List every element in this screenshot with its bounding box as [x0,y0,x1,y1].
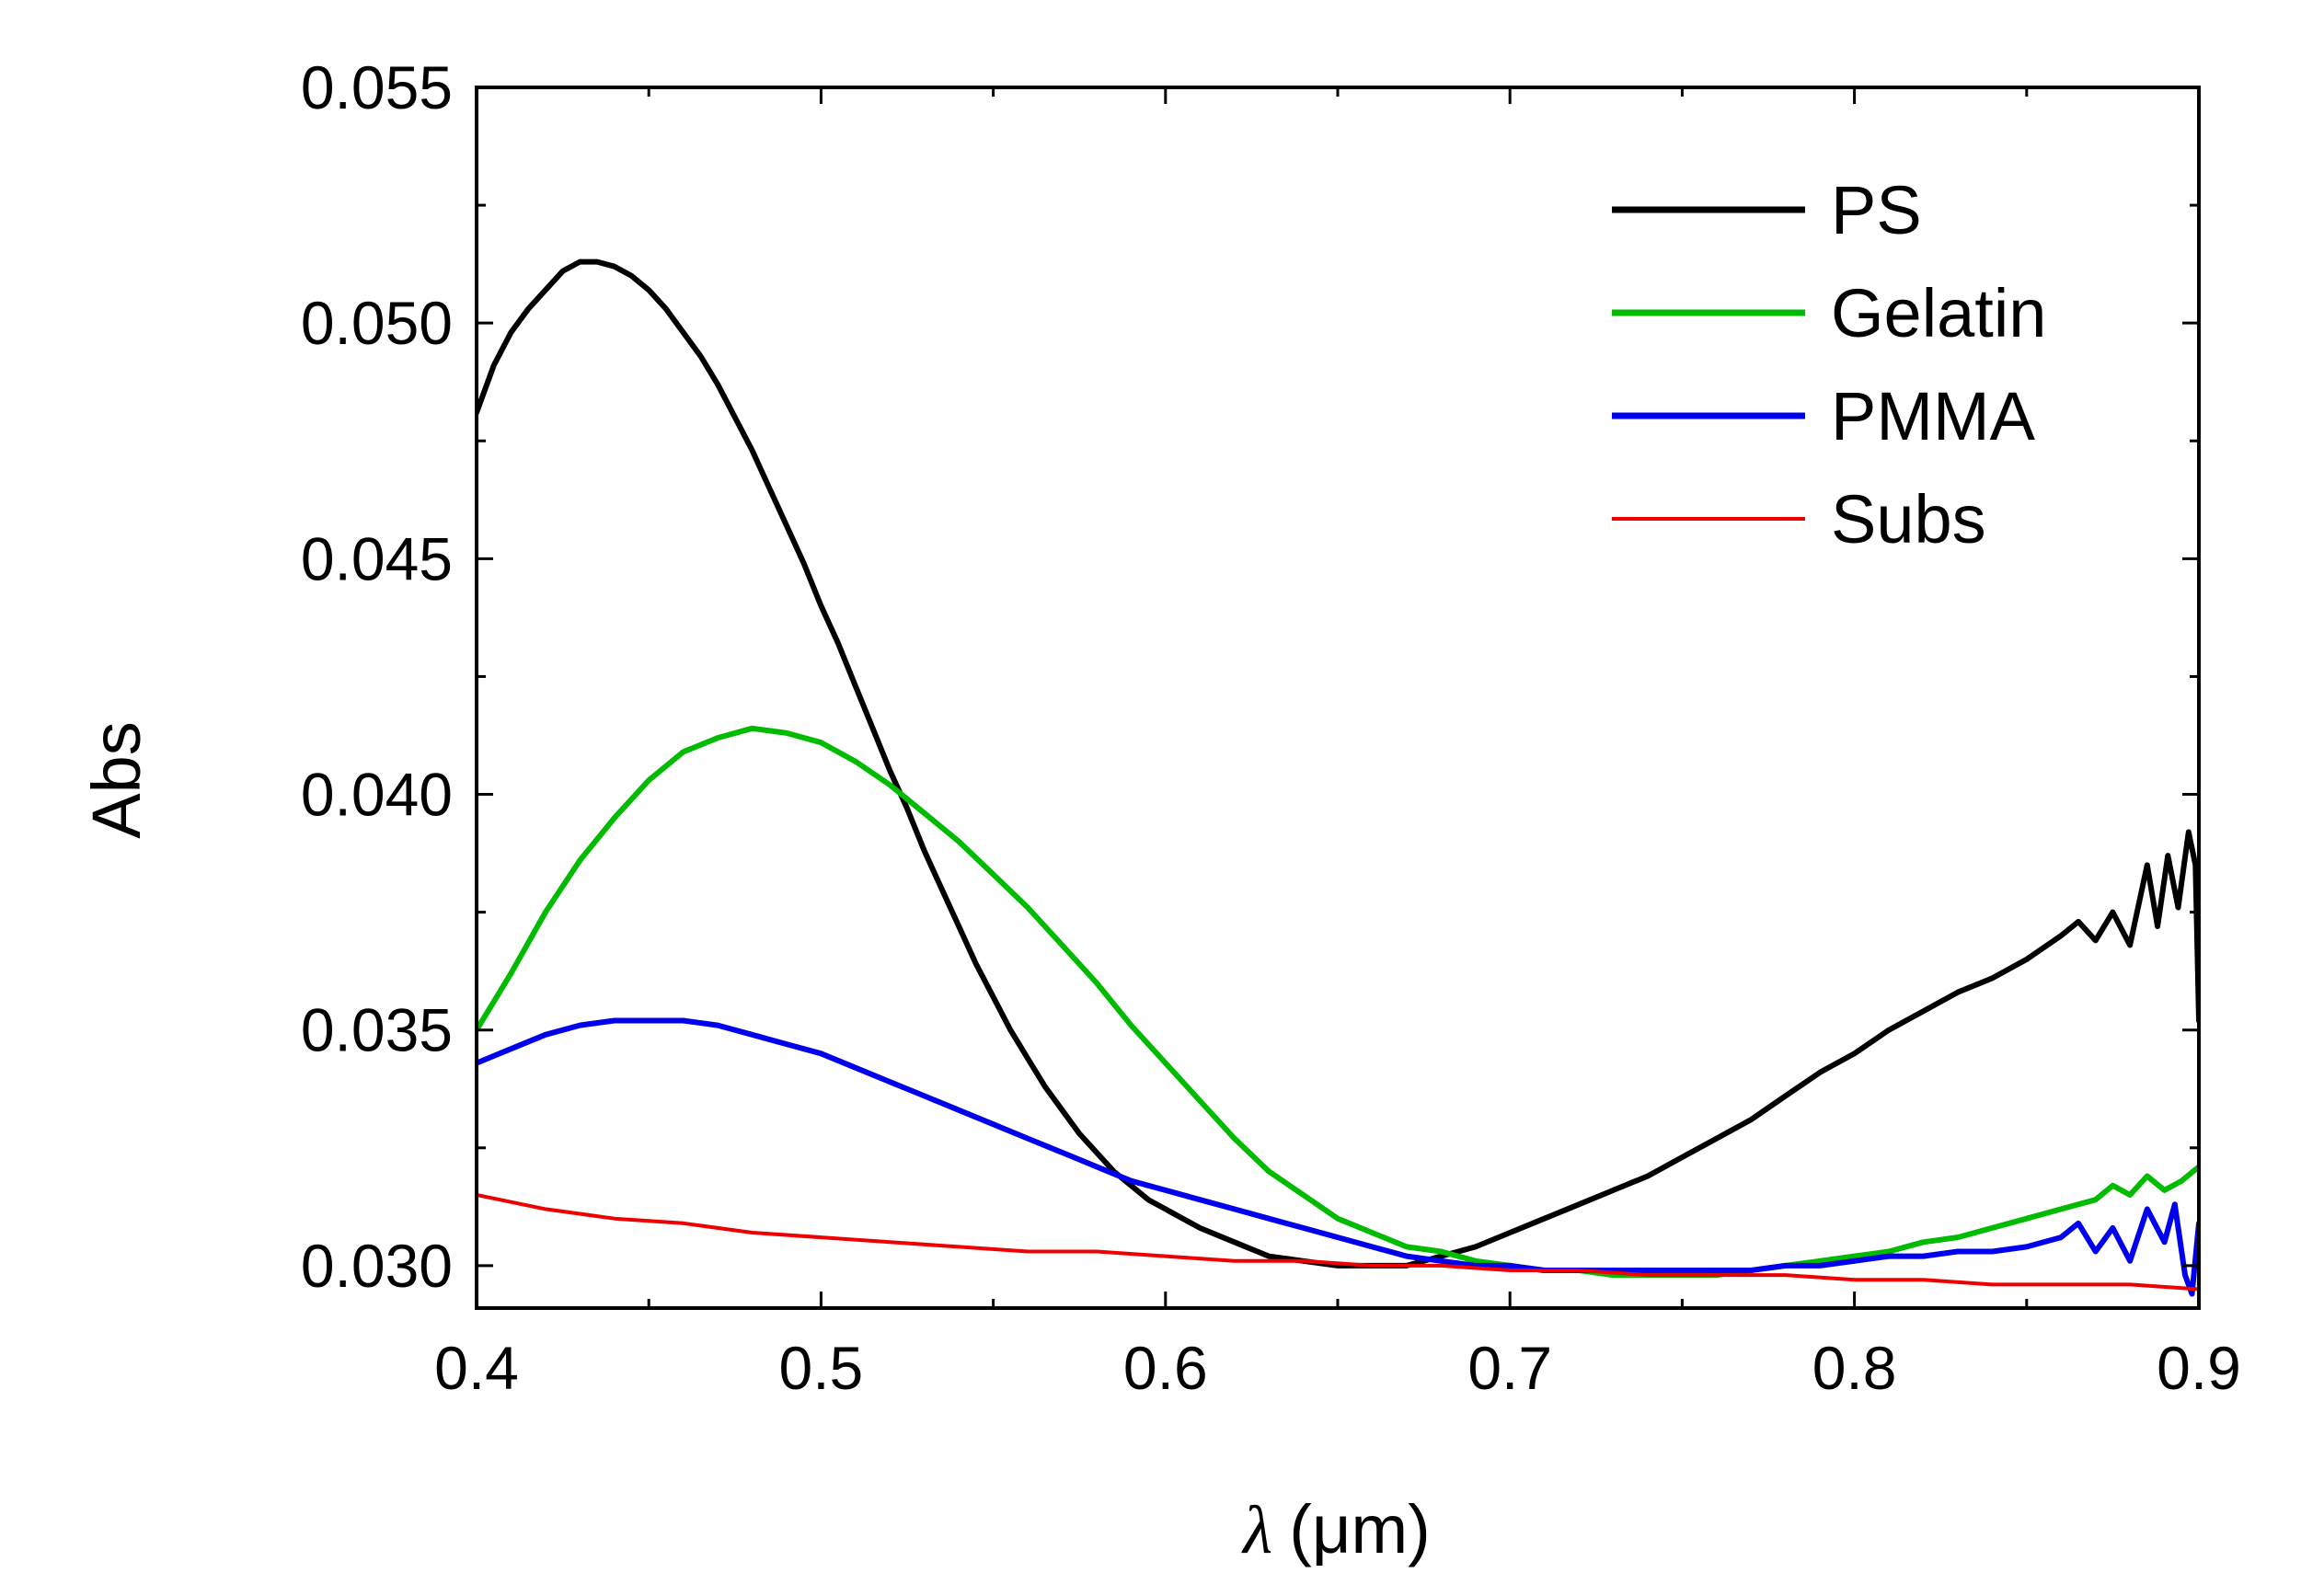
legend: PS Gelatin PMMA Subs [1612,172,2046,557]
x-tick-label: 0.8 [1812,1334,1897,1402]
series-layer [477,258,2199,1297]
legend-label-subs: Subs [1831,481,1986,557]
x-tick-label: 0.9 [2157,1334,2241,1402]
x-axis-title-unit: (μm) [1289,1491,1431,1567]
tick-layer [475,86,2201,1308]
tick-labels-x: 0.4 0.5 0.6 0.7 0.8 0.9 [434,1334,2241,1402]
y-tick-label: 0.055 [301,53,453,121]
x-tick-label: 0.5 [779,1334,864,1402]
y-tick-label: 0.030 [301,1232,453,1300]
series-line-ps [477,258,2199,1269]
x-tick-label: 0.6 [1123,1334,1208,1402]
y-axis-title: Abs [78,721,155,839]
y-tick-label: 0.035 [301,996,453,1064]
legend-label-ps: PS [1831,172,1922,248]
x-tick-label: 0.7 [1467,1334,1552,1402]
y-tick-label: 0.040 [301,761,453,829]
series-line-pmma [477,1017,2199,1297]
legend-label-gelatin: Gelatin [1831,275,2046,351]
x-axis-title: λ (μm) [1241,1491,1431,1568]
y-tick-label: 0.045 [301,524,453,592]
y-tick-label: 0.050 [301,289,453,357]
x-tick-label: 0.4 [434,1334,519,1402]
legend-label-pmma: PMMA [1831,378,2036,454]
series-line-subs [477,1193,2199,1292]
series-line-gelatin [477,725,2199,1279]
tick-labels-y: 0.030 0.035 0.040 0.045 0.050 0.055 [301,53,453,1300]
x-axis-title-symbol: λ [1241,1493,1272,1568]
